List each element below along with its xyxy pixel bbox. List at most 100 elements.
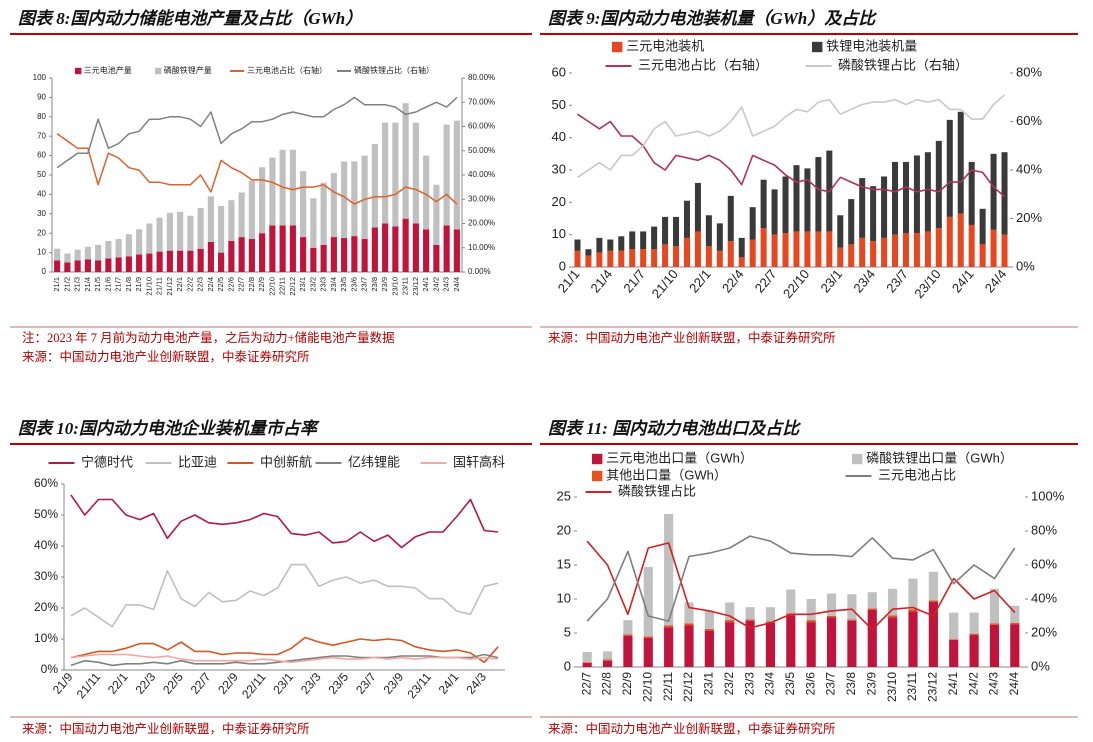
x-tick-label: 21/5: [93, 277, 102, 292]
bar: [629, 249, 636, 267]
bar: [786, 615, 796, 667]
bar: [371, 227, 378, 272]
x-tick-label: 23/10: [911, 266, 943, 301]
y2-tick-label: 60.00%: [468, 122, 495, 131]
bar: [826, 593, 837, 616]
bar: [725, 622, 735, 667]
x-tick-label: 22/7: [188, 670, 214, 697]
legend-label: 中创新航: [260, 454, 312, 469]
legend-swatch: [852, 453, 863, 465]
bar: [760, 228, 767, 267]
y-tick-label: 20: [37, 228, 46, 237]
bar: [640, 249, 647, 267]
legend-swatch: [75, 67, 82, 75]
legend-label: 三元电池占比（右轴）: [247, 65, 327, 75]
y-tick-label: 0: [559, 258, 566, 273]
bar: [684, 602, 694, 624]
bar: [957, 111, 964, 214]
bar: [238, 237, 245, 272]
bar: [888, 588, 898, 616]
y-tick-label: 50: [37, 170, 46, 179]
bar: [806, 622, 816, 667]
x-tick-label: 23/7: [824, 672, 838, 696]
bar: [683, 237, 690, 267]
bar: [806, 620, 816, 623]
line-series: [577, 94, 1006, 178]
bar: [704, 628, 714, 631]
bar: [847, 619, 857, 621]
bar: [423, 155, 430, 230]
bar: [908, 578, 918, 610]
bar: [582, 662, 592, 663]
bar: [727, 241, 734, 267]
bar: [765, 607, 776, 622]
bar: [908, 609, 918, 612]
bar: [64, 262, 71, 272]
x-tick-label: 23/4: [763, 672, 777, 696]
bar: [935, 140, 942, 229]
bar: [84, 259, 91, 272]
y-tick-label: 10%: [34, 631, 58, 645]
bar: [361, 239, 368, 272]
x-tick-label: 23/7: [360, 277, 369, 292]
bar: [146, 253, 153, 272]
bar: [95, 244, 102, 261]
bar: [957, 213, 964, 267]
bar: [913, 233, 920, 267]
legend-label: 三元电池占比（右轴）: [638, 57, 768, 72]
y2-tick-label: 70.00%: [468, 97, 495, 106]
bar: [607, 239, 614, 251]
bar: [269, 225, 276, 272]
bar: [136, 254, 143, 272]
bar: [574, 239, 581, 251]
legend-label: 宁德时代: [81, 454, 133, 469]
source: 来源：中国动力电池产业创新联盟，中泰证券研究所: [548, 330, 836, 345]
y-tick-label: 0%: [41, 662, 59, 676]
bar: [341, 161, 348, 239]
bar: [725, 620, 735, 623]
x-tick-label: 22/10: [640, 672, 654, 702]
legend-label: 磷酸铁锂出口量（GWh）: [866, 450, 1013, 465]
y-tick-label: 40%: [34, 538, 58, 552]
x-tick-label: 21/7: [114, 277, 123, 292]
bar: [867, 608, 877, 610]
legend-label: 三元电池产量: [84, 65, 132, 75]
bar: [765, 622, 776, 667]
bar: [320, 182, 327, 245]
x-tick-label: 24/2: [431, 277, 440, 292]
bar: [289, 149, 296, 226]
bar: [673, 216, 680, 246]
legend-label: 磷酸铁锂产量: [164, 65, 212, 75]
bar: [704, 610, 714, 629]
bar: [749, 207, 756, 240]
y2-tick-label: 80%: [1031, 522, 1057, 537]
bar: [582, 652, 592, 663]
bar: [596, 252, 603, 267]
bar: [238, 192, 245, 238]
x-tick-label: 23/12: [411, 277, 420, 296]
legend-label: 三元电池占比: [878, 467, 956, 482]
x-tick-label: 22/4: [719, 266, 747, 295]
line-series: [577, 113, 1006, 198]
x-tick-label: 23/5: [339, 277, 348, 292]
bar: [989, 624, 1000, 667]
x-tick-label: 23/2: [308, 277, 317, 292]
bar: [105, 240, 112, 259]
bar: [804, 168, 811, 232]
bar: [664, 514, 674, 626]
x-tick-label: 23/12: [926, 672, 940, 702]
bar: [990, 153, 997, 230]
y2-tick-label: 20%: [1016, 210, 1042, 225]
x-tick-label: 22/9: [620, 672, 634, 696]
note: 注：2023 年 7 月前为动力电池产量，之后为动力+储能电池产量数据: [22, 330, 395, 345]
bar: [913, 155, 920, 234]
bar: [218, 252, 225, 272]
x-tick-label: 22/11: [661, 672, 675, 701]
legend-label: 磷酸铁锂占比（右轴）: [838, 57, 968, 72]
x-tick-label: 23/7: [353, 670, 379, 697]
legend-swatch: [612, 41, 623, 53]
x-tick-label: 23/6: [803, 672, 817, 696]
bar: [228, 200, 235, 241]
y2-tick-label: 100%: [1031, 488, 1065, 503]
bar: [673, 245, 680, 267]
